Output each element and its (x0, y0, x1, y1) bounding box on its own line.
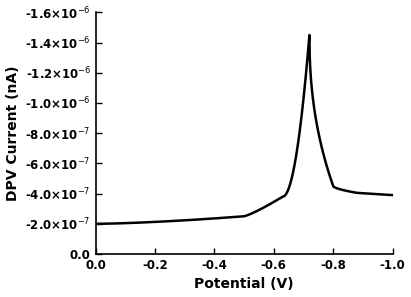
Y-axis label: DPV Current (nA): DPV Current (nA) (6, 65, 20, 201)
X-axis label: Potential (V): Potential (V) (194, 277, 294, 291)
